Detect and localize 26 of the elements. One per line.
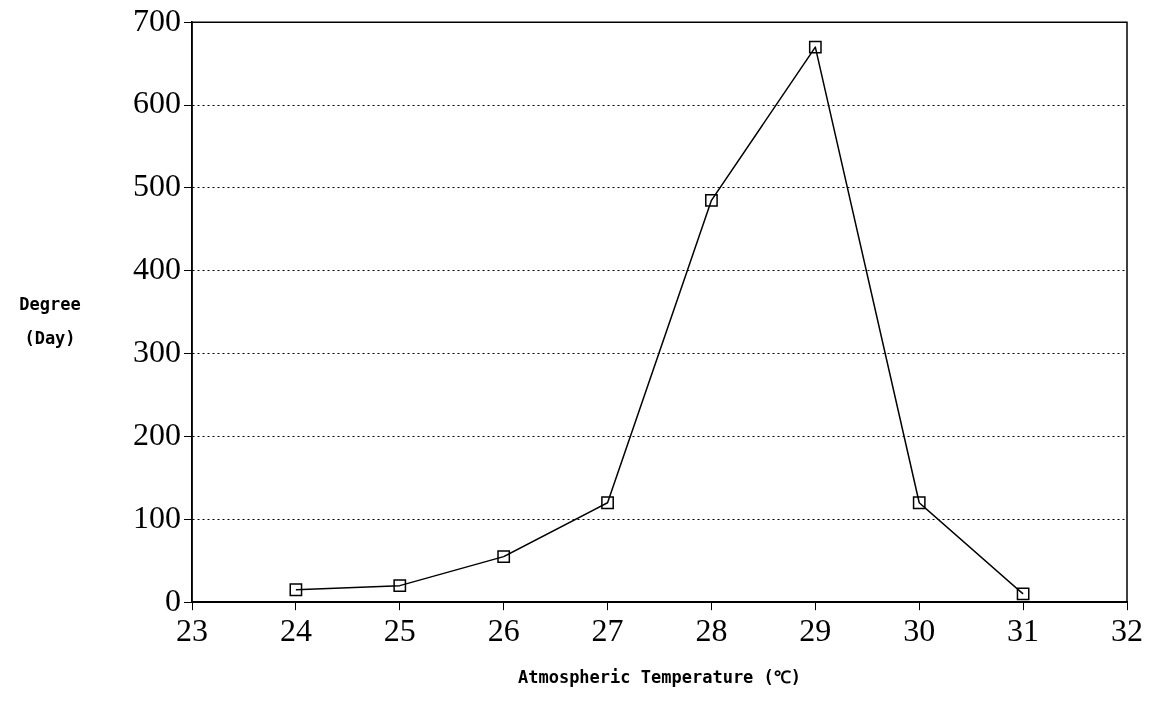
point bbox=[808, 40, 822, 54]
y-tick-label: 500 bbox=[133, 167, 181, 204]
x-tick-label: 30 bbox=[903, 611, 936, 648]
point bbox=[912, 496, 926, 510]
point bbox=[497, 550, 511, 564]
x-axis-title: Atmospheric Temperature (℃) bbox=[517, 667, 802, 688]
point bbox=[393, 579, 407, 593]
x-tick-label: 26 bbox=[487, 611, 520, 648]
point bbox=[289, 583, 303, 597]
x-tick-label: 24 bbox=[279, 611, 312, 648]
x-tick-label: 27 bbox=[591, 611, 624, 648]
point bbox=[1016, 587, 1030, 601]
y-tick-label: 600 bbox=[133, 84, 181, 121]
x-tick-label: 29 bbox=[799, 611, 832, 648]
point bbox=[601, 496, 614, 510]
x-tick-label: 32 bbox=[1111, 611, 1143, 648]
y-axis-title: Degree (Day) bbox=[19, 293, 81, 348]
y-tick-label: 100 bbox=[133, 498, 181, 535]
y-tick-label: 200 bbox=[133, 415, 181, 452]
y-tick-label: 400 bbox=[133, 250, 181, 287]
y-tick-label: 700 bbox=[133, 1, 181, 38]
x-tick-label: 28 bbox=[695, 611, 728, 648]
point bbox=[705, 193, 718, 207]
x-tick-label: 25 bbox=[383, 611, 416, 648]
y-tick-label: 300 bbox=[133, 333, 181, 370]
x-tick-label: 31 bbox=[1007, 611, 1040, 648]
